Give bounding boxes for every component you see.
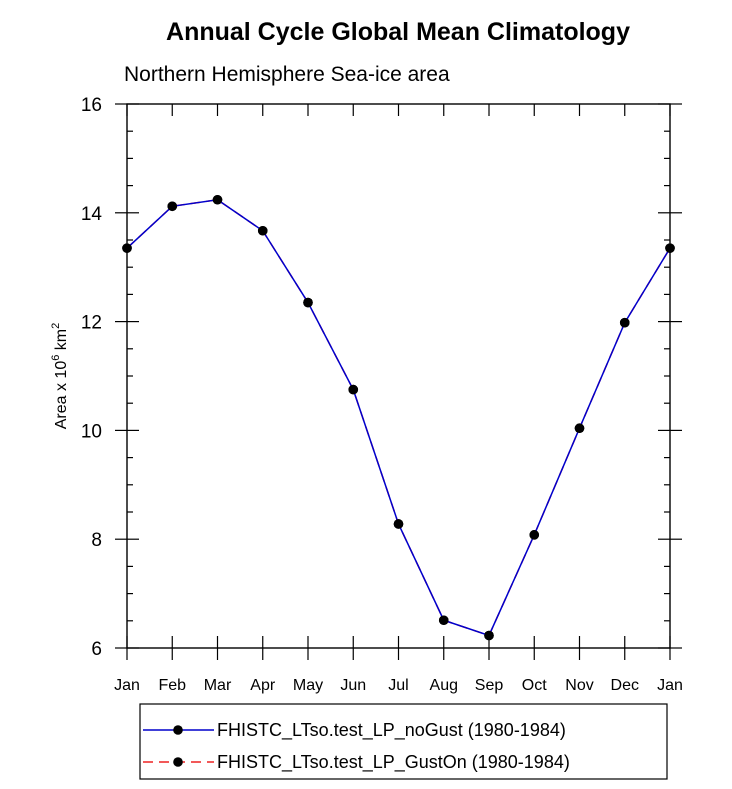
data-point bbox=[257, 225, 268, 236]
legend-label: FHISTC_LTso.test_LP_GustOn (1980-1984) bbox=[217, 752, 570, 773]
legend-marker bbox=[173, 757, 183, 767]
y-tick-label: 16 bbox=[81, 95, 102, 116]
legend-box bbox=[139, 703, 668, 780]
legend-entry: FHISTC_LTso.test_LP_GustOn (1980-1984) bbox=[143, 752, 570, 773]
y-tick-label: 12 bbox=[81, 313, 102, 334]
y-tick-label: 8 bbox=[91, 530, 102, 551]
data-point bbox=[212, 194, 223, 205]
x-tick-label: Jul bbox=[388, 677, 408, 694]
x-tick-label: May bbox=[293, 677, 323, 694]
y-axis-label-unit: km bbox=[53, 329, 70, 355]
series-line bbox=[126, 198, 671, 637]
x-tick-label: Jun bbox=[340, 677, 366, 694]
series-2 bbox=[122, 194, 675, 641]
data-point bbox=[348, 384, 359, 395]
x-tick-label: Nov bbox=[565, 677, 593, 694]
y-tick-label: 14 bbox=[81, 204, 103, 225]
data-point bbox=[303, 297, 313, 308]
data-point bbox=[167, 201, 178, 212]
y-axis-ticks: 6 8 10 12 14 16 bbox=[81, 95, 682, 660]
data-point bbox=[529, 530, 540, 540]
series-line bbox=[126, 198, 671, 637]
plot-frame bbox=[126, 103, 671, 649]
x-tick-label: Jan bbox=[657, 677, 683, 694]
x-tick-label: Aug bbox=[430, 677, 458, 694]
x-tick-label: Jan bbox=[114, 677, 140, 694]
x-tick-label: Mar bbox=[204, 677, 232, 694]
y-axis-label-exponent: 6 bbox=[50, 355, 62, 361]
legend: FHISTC_LTso.test_LP_noGust (1980-1984) FH… bbox=[143, 720, 570, 773]
y-axis-label-prefix: Area x 10 bbox=[53, 361, 70, 430]
x-tick-label: Dec bbox=[611, 677, 639, 694]
data-point bbox=[665, 243, 675, 253]
data-point bbox=[122, 243, 132, 253]
x-tick-label: Oct bbox=[522, 677, 547, 694]
data-point bbox=[484, 630, 494, 641]
x-tick-label: Apr bbox=[250, 677, 276, 694]
data-point bbox=[574, 423, 585, 434]
y-axis-label-unit-exponent: 2 bbox=[50, 323, 62, 329]
x-axis-ticks: Jan Feb Mar Apr May Jun Jul Aug Sep Oct Nov Dec Jan bbox=[114, 104, 683, 694]
chart-title: Annual Cycle Global Mean Climatology bbox=[166, 18, 630, 46]
data-point bbox=[393, 519, 404, 529]
series-1 bbox=[122, 194, 675, 641]
data-point bbox=[619, 317, 630, 328]
series-layer bbox=[122, 194, 675, 641]
chart-subtitle: Northern Hemisphere Sea-ice area bbox=[124, 63, 450, 86]
legend-label: FHISTC_LTso.test_LP_noGust (1980-1984) bbox=[217, 720, 566, 741]
legend-marker bbox=[173, 725, 183, 735]
x-tick-label: Feb bbox=[158, 677, 186, 694]
x-tick-label: Sep bbox=[475, 677, 504, 694]
y-tick-label: 10 bbox=[81, 421, 102, 442]
y-tick-label: 6 bbox=[91, 639, 102, 660]
legend-entry: FHISTC_LTso.test_LP_noGust (1980-1984) bbox=[143, 720, 566, 741]
y-axis-label: Area x 106 km2 bbox=[50, 323, 70, 430]
data-point bbox=[438, 615, 449, 626]
